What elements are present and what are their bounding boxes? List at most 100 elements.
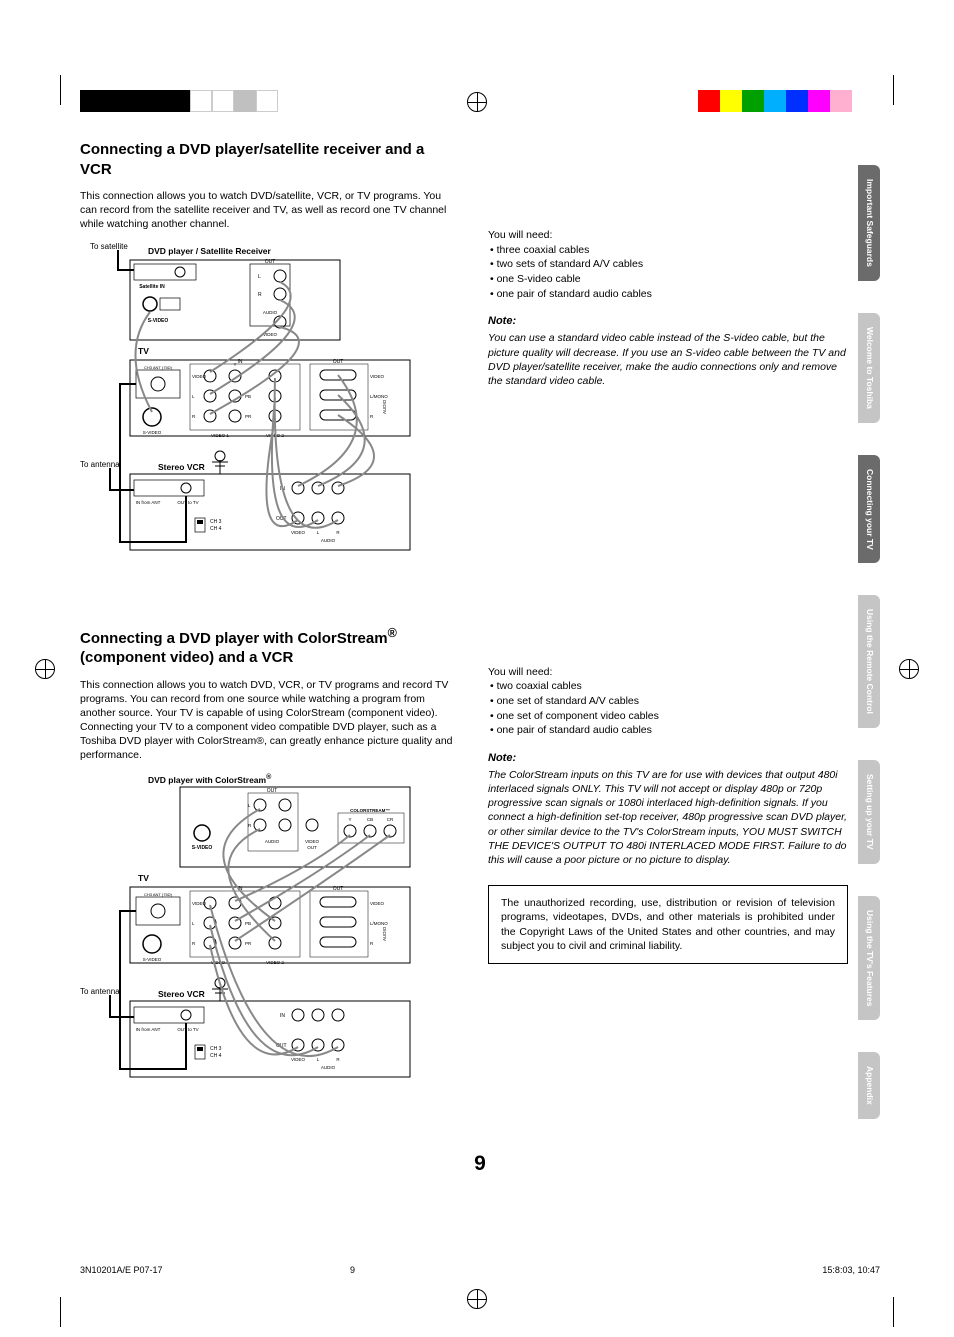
diagram-2: DVD player with ColorStream® S-VIDEO OUT… xyxy=(80,773,460,1103)
svg-text:PB: PB xyxy=(245,394,251,399)
need-item: one S-video cable xyxy=(490,272,848,287)
to-satellite-label: To satellite xyxy=(90,242,128,251)
need-intro: You will need: xyxy=(488,228,848,243)
need-item: one pair of standard audio cables xyxy=(490,723,848,738)
footer: 3N10201A/E P07-17 9 15:8:03, 10:47 xyxy=(80,1265,880,1275)
footer-right: 15:8:03, 10:47 xyxy=(822,1265,880,1275)
svg-text:R: R xyxy=(192,941,196,946)
svg-text:OUT: OUT xyxy=(333,359,344,365)
color-bars-right xyxy=(698,90,874,112)
svg-text:AUDIO: AUDIO xyxy=(263,310,278,315)
note-title-1: Note: xyxy=(488,315,848,327)
section-1-title: Connecting a DVD player/satellite receiv… xyxy=(80,140,460,179)
svg-text:Stereo VCR: Stereo VCR xyxy=(158,989,205,999)
svg-text:R: R xyxy=(192,414,196,419)
svg-text:CB: CB xyxy=(367,817,373,822)
need-intro-2: You will need: xyxy=(488,665,848,680)
note-body-2: The ColorStream inputs on this TV are fo… xyxy=(488,768,848,867)
svg-text:L: L xyxy=(317,530,320,535)
svg-text:CH 3: CH 3 xyxy=(210,1046,222,1052)
svg-text:Satellite IN: Satellite IN xyxy=(139,284,165,290)
svg-text:VIDEO: VIDEO xyxy=(192,374,207,379)
registration-mark-bottom xyxy=(467,1289,487,1309)
note-title-2: Note: xyxy=(488,752,848,764)
svg-text:L: L xyxy=(258,274,261,280)
svg-text:R: R xyxy=(336,530,340,535)
svg-text:VIDEO: VIDEO xyxy=(291,1057,306,1062)
svg-text:TV: TV xyxy=(138,873,149,883)
svg-text:CH 4: CH 4 xyxy=(210,1053,222,1059)
need-item: one set of standard A/V cables xyxy=(490,694,848,709)
diagram-1: To satellite DVD player / Satellite Rece… xyxy=(80,242,460,572)
registration-mark-right xyxy=(899,659,919,679)
svg-text:L: L xyxy=(248,803,251,808)
svg-text:COLORSTREAM™: COLORSTREAM™ xyxy=(350,808,390,813)
svg-text:TV: TV xyxy=(138,346,149,356)
svg-text:PB: PB xyxy=(245,921,251,926)
section-1-body: This connection allows you to watch DVD/… xyxy=(80,189,460,232)
svg-text:L: L xyxy=(317,1057,320,1062)
svg-text:Stereo VCR: Stereo VCR xyxy=(158,462,205,472)
dvd-receiver-label: DVD player / Satellite Receiver xyxy=(148,246,271,256)
svg-text:R: R xyxy=(336,1057,340,1062)
svg-text:OUT to TV: OUT to TV xyxy=(177,1027,198,1032)
copyright-warning: The unauthorized recording, use, distrib… xyxy=(488,885,848,964)
svg-text:L: L xyxy=(192,921,195,926)
svg-text:IN from ANT: IN from ANT xyxy=(136,1027,161,1032)
color-bars-left xyxy=(80,90,278,112)
section-2-needs: You will need: two coaxial cablesone set… xyxy=(488,665,848,738)
need-item: one set of component video cables xyxy=(490,709,848,724)
svg-text:OUT to TV: OUT to TV xyxy=(177,500,198,505)
diagram-1-svg: Satellite IN S-VIDEO OUT L R AUDIO VIDEO xyxy=(80,242,460,572)
diagram-2-svg: S-VIDEO OUT L R AUDIO VIDEO OUT COLORS xyxy=(80,773,460,1103)
svg-text:VIDEO: VIDEO xyxy=(192,901,207,906)
svg-text:VIDEO: VIDEO xyxy=(370,374,385,379)
section-2-body: This connection allows you to watch DVD,… xyxy=(80,678,460,763)
svg-text:VIDEO: VIDEO xyxy=(305,839,320,844)
svg-text:CH3 ANT (75Ω): CH3 ANT (75Ω) xyxy=(144,892,173,897)
section-1-needs: You will need: three coaxial cablestwo s… xyxy=(488,228,848,301)
page-content: Connecting a DVD player/satellite receiv… xyxy=(80,140,880,1176)
registration-mark-top xyxy=(467,92,487,112)
registration-mark-left xyxy=(35,659,55,679)
svg-text:AUDIO: AUDIO xyxy=(321,1065,336,1070)
svg-text:IN: IN xyxy=(280,1013,285,1019)
crop-mark xyxy=(60,1297,61,1327)
svg-text:S-VIDEO: S-VIDEO xyxy=(143,430,162,435)
svg-text:AUDIO: AUDIO xyxy=(382,926,387,941)
svg-text:VIDEO 1: VIDEO 1 xyxy=(211,433,229,438)
svg-text:S-VIDEO: S-VIDEO xyxy=(148,318,169,324)
svg-text:IN: IN xyxy=(238,359,243,365)
svg-text:PR: PR xyxy=(245,941,252,946)
svg-text:Y: Y xyxy=(233,362,236,367)
svg-text:R: R xyxy=(370,941,374,946)
crop-mark xyxy=(893,1297,894,1327)
svg-text:CH3 ANT (75Ω): CH3 ANT (75Ω) xyxy=(144,365,173,370)
svg-text:S-VIDEO: S-VIDEO xyxy=(143,957,162,962)
svg-text:OUT: OUT xyxy=(333,886,344,892)
section-1: Connecting a DVD player/satellite receiv… xyxy=(80,140,880,597)
svg-text:R: R xyxy=(370,414,374,419)
svg-text:AUDIO: AUDIO xyxy=(321,538,336,543)
need-item: one pair of standard audio cables xyxy=(490,287,848,302)
to-antenna-label: To antenna xyxy=(80,460,120,469)
svg-text:L/MONO: L/MONO xyxy=(370,921,388,926)
svg-text:S-VIDEO: S-VIDEO xyxy=(192,845,213,851)
svg-text:IN from ANT: IN from ANT xyxy=(136,500,161,505)
dvd-colorstream-label: DVD player with ColorStream® xyxy=(148,773,271,785)
svg-text:L: L xyxy=(192,394,195,399)
svg-text:AUDIO: AUDIO xyxy=(265,839,280,844)
svg-text:L/MONO: L/MONO xyxy=(370,394,388,399)
svg-text:OUT: OUT xyxy=(307,845,317,850)
svg-text:CH 4: CH 4 xyxy=(210,526,222,532)
svg-text:R: R xyxy=(248,823,252,828)
svg-text:AUDIO: AUDIO xyxy=(382,399,387,414)
to-antenna-label-2: To antenna xyxy=(80,987,120,996)
need-item: two coaxial cables xyxy=(490,679,848,694)
section-2-title: Connecting a DVD player with ColorStream… xyxy=(80,625,460,668)
crop-mark xyxy=(60,75,61,105)
svg-text:PR: PR xyxy=(245,414,252,419)
svg-text:OUT: OUT xyxy=(265,259,276,265)
crop-mark xyxy=(893,75,894,105)
svg-text:CH 3: CH 3 xyxy=(210,519,222,525)
